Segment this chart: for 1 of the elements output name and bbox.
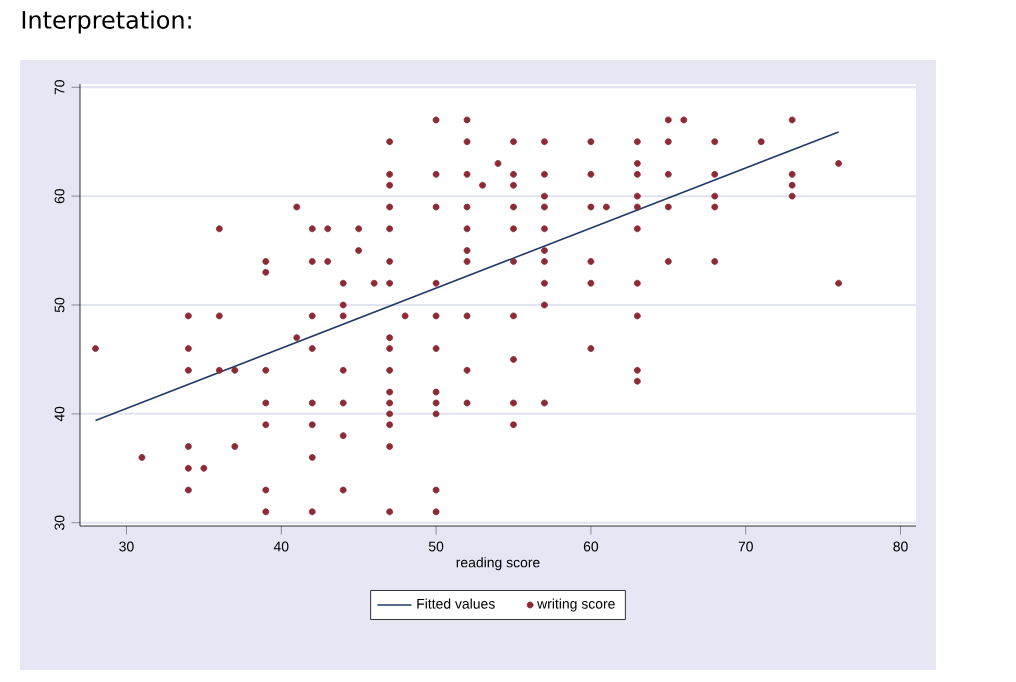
chart-title: Interpretation: bbox=[22, 10, 191, 34]
